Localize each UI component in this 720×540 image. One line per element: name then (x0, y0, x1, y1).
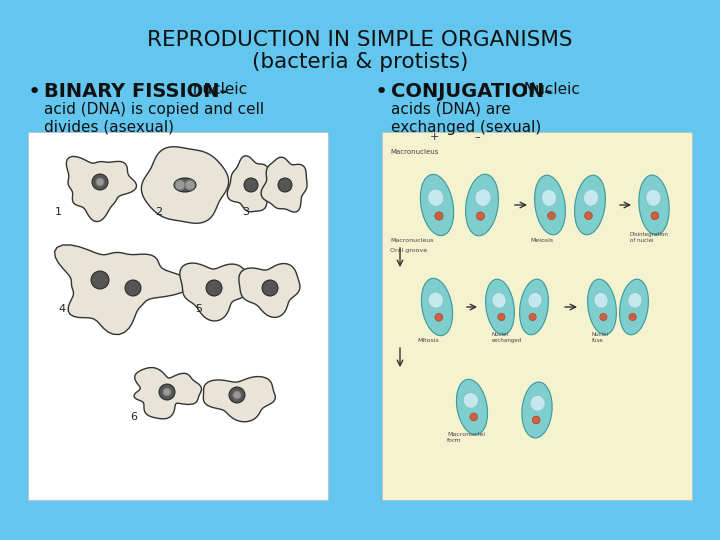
Text: 3: 3 (242, 207, 249, 217)
Circle shape (163, 388, 171, 396)
Text: 5: 5 (195, 304, 202, 314)
Text: REPRODUCTION IN SIMPLE ORGANISMS: REPRODUCTION IN SIMPLE ORGANISMS (148, 30, 572, 50)
Text: Nuclei
exchanged: Nuclei exchanged (492, 332, 522, 343)
Text: exchanged (sexual): exchanged (sexual) (391, 120, 541, 135)
Ellipse shape (620, 279, 649, 335)
Circle shape (233, 391, 241, 399)
Polygon shape (180, 263, 251, 321)
Ellipse shape (466, 174, 498, 236)
Polygon shape (203, 376, 275, 422)
Circle shape (244, 178, 258, 192)
Circle shape (229, 387, 245, 403)
Text: Oral groove: Oral groove (390, 248, 427, 253)
Ellipse shape (594, 293, 608, 308)
Ellipse shape (541, 190, 557, 206)
Ellipse shape (421, 278, 453, 336)
Circle shape (92, 174, 108, 190)
Ellipse shape (575, 175, 606, 235)
Ellipse shape (522, 382, 552, 438)
Text: divides (asexual): divides (asexual) (44, 120, 174, 135)
Ellipse shape (646, 190, 661, 206)
Circle shape (529, 313, 536, 321)
Circle shape (159, 384, 175, 400)
Ellipse shape (485, 279, 514, 335)
Text: 4: 4 (58, 304, 65, 314)
Text: 1: 1 (55, 207, 62, 217)
Text: +: + (429, 132, 438, 142)
Circle shape (96, 178, 104, 186)
Text: •: • (375, 82, 388, 102)
Circle shape (585, 212, 593, 220)
Circle shape (498, 313, 505, 321)
Ellipse shape (520, 279, 549, 335)
Circle shape (125, 280, 141, 296)
Circle shape (91, 271, 109, 289)
Polygon shape (134, 368, 202, 419)
Circle shape (532, 416, 540, 424)
Ellipse shape (588, 279, 616, 335)
Polygon shape (239, 264, 300, 318)
Circle shape (185, 180, 195, 190)
Ellipse shape (534, 175, 565, 235)
Text: acids (DNA) are: acids (DNA) are (391, 102, 510, 117)
Ellipse shape (628, 293, 642, 308)
Circle shape (278, 178, 292, 192)
Circle shape (600, 313, 607, 321)
Ellipse shape (420, 174, 454, 235)
Circle shape (435, 212, 443, 220)
Text: Macronucleus: Macronucleus (390, 149, 438, 155)
Text: Nucleic: Nucleic (519, 82, 580, 97)
Text: 6: 6 (130, 412, 137, 422)
Polygon shape (55, 245, 190, 334)
Polygon shape (228, 156, 275, 212)
Ellipse shape (428, 189, 444, 206)
Circle shape (435, 313, 443, 321)
Circle shape (629, 313, 636, 321)
Circle shape (206, 280, 222, 296)
Text: Mitosis: Mitosis (417, 338, 438, 343)
FancyBboxPatch shape (382, 132, 692, 500)
Circle shape (470, 413, 477, 421)
Circle shape (651, 212, 659, 220)
Circle shape (175, 180, 185, 190)
Polygon shape (261, 157, 307, 212)
Ellipse shape (456, 379, 487, 435)
FancyBboxPatch shape (28, 132, 328, 500)
Circle shape (477, 212, 485, 220)
Text: CONJUGATION-: CONJUGATION- (391, 82, 552, 101)
Text: •: • (28, 82, 41, 102)
Ellipse shape (492, 293, 506, 308)
Ellipse shape (464, 393, 478, 408)
Text: acid (DNA) is copied and cell: acid (DNA) is copied and cell (44, 102, 264, 117)
Text: Macronuclei
form: Macronuclei form (447, 432, 485, 443)
Text: Meiosis: Meiosis (530, 238, 553, 243)
Text: (bacteria & protists): (bacteria & protists) (252, 52, 468, 72)
Polygon shape (66, 157, 137, 221)
Ellipse shape (475, 189, 491, 206)
Text: BINARY FISSION-: BINARY FISSION- (44, 82, 228, 101)
Circle shape (548, 212, 555, 220)
Text: –: – (474, 132, 480, 142)
Text: nucleic: nucleic (188, 82, 247, 97)
Ellipse shape (530, 395, 545, 411)
Ellipse shape (428, 292, 444, 308)
Text: Disintegration
of nuclei: Disintegration of nuclei (630, 232, 669, 243)
Ellipse shape (639, 175, 669, 235)
Polygon shape (141, 147, 229, 223)
Circle shape (262, 280, 278, 296)
Ellipse shape (528, 293, 542, 308)
Ellipse shape (174, 178, 196, 192)
Text: Nuclei
fuse: Nuclei fuse (592, 332, 609, 343)
Ellipse shape (583, 190, 598, 206)
Text: 2: 2 (155, 207, 162, 217)
Text: Macronucleus: Macronucleus (390, 238, 433, 243)
